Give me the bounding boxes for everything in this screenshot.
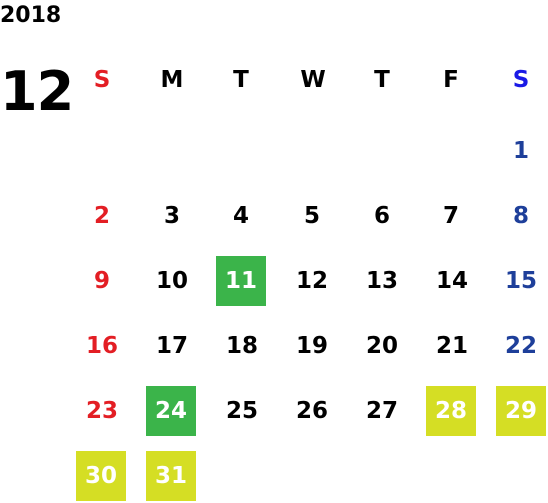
day-cell[interactable]: 28	[434, 398, 467, 424]
weekday-sun: S	[93, 67, 111, 93]
day-cell[interactable]: 6	[373, 203, 390, 229]
day-cell[interactable]: 18	[225, 333, 258, 359]
day-cell[interactable]: 7	[442, 203, 459, 229]
day-cell[interactable]: 31	[154, 463, 187, 489]
weekday-sat: S	[512, 67, 530, 93]
day-cell[interactable]: 10	[155, 268, 188, 294]
day-cell[interactable]: 13	[365, 268, 398, 294]
day-cell[interactable]: 1	[512, 138, 529, 164]
day-cell[interactable]: 29	[504, 398, 537, 424]
weekday-tue: T	[233, 67, 249, 93]
day-cell[interactable]: 15	[504, 268, 537, 294]
weekday-fri: F	[443, 67, 459, 93]
day-cell[interactable]: 26	[295, 398, 328, 424]
day-cell[interactable]: 3	[163, 203, 180, 229]
day-cell[interactable]: 21	[435, 333, 468, 359]
day-cell[interactable]: 8	[512, 203, 529, 229]
day-cell[interactable]: 14	[435, 268, 468, 294]
day-cell[interactable]: 27	[365, 398, 398, 424]
day-cell[interactable]: 11	[224, 268, 257, 294]
month-label: 12	[0, 60, 74, 123]
weekday-wed: W	[300, 67, 326, 93]
day-cell[interactable]: 23	[85, 398, 118, 424]
year-label: 2018	[0, 3, 62, 28]
day-cell[interactable]: 17	[155, 333, 188, 359]
day-cell[interactable]: 20	[365, 333, 398, 359]
highlight-day-29	[496, 386, 546, 436]
day-cell[interactable]: 2	[93, 203, 110, 229]
day-cell[interactable]: 22	[504, 333, 537, 359]
day-cell[interactable]: 24	[154, 398, 187, 424]
day-cell[interactable]: 19	[295, 333, 328, 359]
highlight-day-28	[426, 386, 476, 436]
day-cell[interactable]: 12	[295, 268, 328, 294]
highlight-day-31	[146, 451, 196, 501]
highlight-day-24	[146, 386, 196, 436]
day-cell[interactable]: 30	[84, 463, 117, 489]
day-cell[interactable]: 9	[93, 268, 110, 294]
weekday-thu: T	[374, 67, 390, 93]
day-cell[interactable]: 16	[85, 333, 118, 359]
highlight-day-30	[76, 451, 126, 501]
day-cell[interactable]: 4	[232, 203, 249, 229]
weekday-mon: M	[160, 67, 184, 93]
day-cell[interactable]: 25	[225, 398, 258, 424]
highlight-day-11	[216, 256, 266, 306]
day-cell[interactable]: 5	[303, 203, 320, 229]
